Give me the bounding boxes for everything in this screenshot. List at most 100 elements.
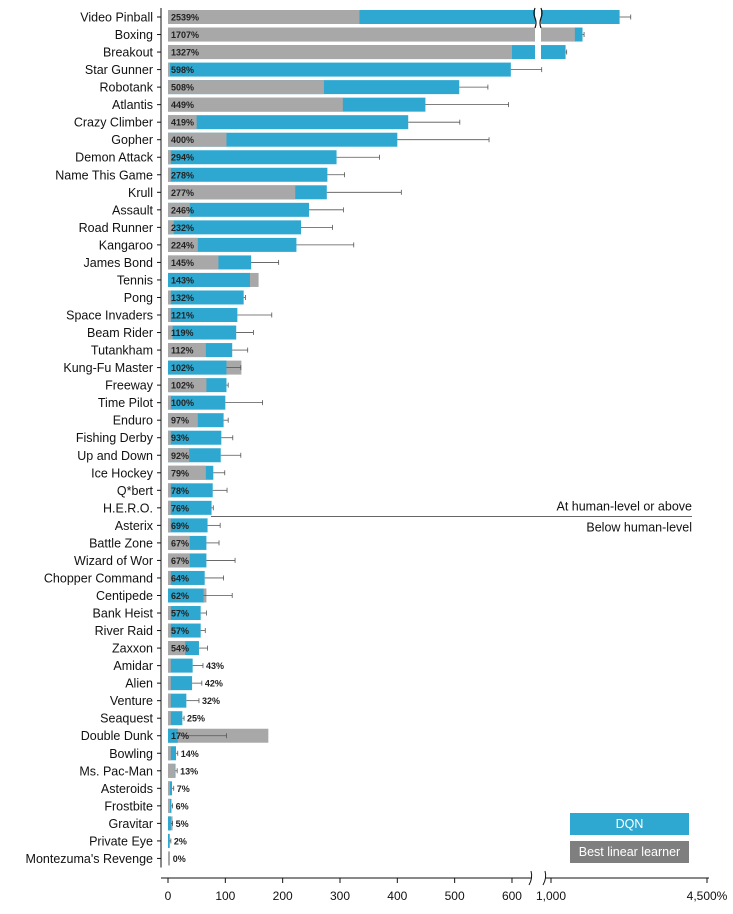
linear-bar bbox=[168, 658, 171, 673]
bar-break-gap bbox=[535, 44, 541, 61]
game-label: Tennis bbox=[117, 273, 153, 287]
linear-bar bbox=[168, 641, 186, 656]
game-label: Chopper Command bbox=[44, 571, 153, 585]
linear-bar bbox=[168, 798, 170, 813]
linear-bar bbox=[168, 535, 190, 550]
linear-bar bbox=[168, 395, 171, 410]
dqn-value-label: 400% bbox=[171, 135, 194, 145]
game-label: Alien bbox=[125, 677, 153, 691]
dqn-value-label: 14% bbox=[181, 749, 199, 759]
game-label: Star Gunner bbox=[85, 63, 153, 77]
dqn-value-label: 119% bbox=[171, 328, 194, 338]
dqn-value-label: 294% bbox=[171, 153, 194, 163]
dqn-bar bbox=[168, 220, 302, 235]
dqn-value-label: 67% bbox=[171, 538, 189, 548]
dqn-value-label: 132% bbox=[171, 293, 194, 303]
linear-bar bbox=[168, 676, 171, 691]
dqn-value-label: 419% bbox=[171, 118, 194, 128]
dqn-value-label: 6% bbox=[176, 801, 189, 811]
game-label: Asteroids bbox=[101, 782, 153, 796]
game-label: Kangaroo bbox=[99, 238, 153, 252]
game-label: Kung-Fu Master bbox=[63, 361, 153, 375]
linear-bar bbox=[168, 343, 206, 358]
dqn-bar bbox=[168, 62, 511, 77]
game-label: Name This Game bbox=[55, 168, 153, 182]
linear-bar bbox=[168, 220, 174, 235]
linear-bar bbox=[168, 115, 197, 130]
linear-bar bbox=[168, 553, 190, 568]
bar-break-gap bbox=[535, 26, 541, 43]
linear-bar bbox=[168, 465, 206, 480]
human-level-above-label: At human-level or above bbox=[557, 500, 693, 514]
bar-break-gap bbox=[535, 9, 541, 25]
dqn-bar bbox=[168, 325, 237, 340]
game-label: Venture bbox=[110, 694, 153, 708]
x-tick-label: 300 bbox=[330, 889, 350, 903]
dqn-value-label: 67% bbox=[171, 556, 189, 566]
dqn-value-label: 42% bbox=[205, 679, 223, 689]
linear-bar bbox=[168, 413, 198, 428]
x-tick-label: 600 bbox=[502, 889, 522, 903]
dqn-value-label: 143% bbox=[171, 275, 194, 285]
game-label: Robotank bbox=[99, 81, 153, 95]
dqn-bar bbox=[168, 711, 183, 726]
dqn-value-label: 76% bbox=[171, 503, 189, 513]
linear-bar bbox=[168, 623, 171, 638]
dqn-bar bbox=[168, 728, 178, 743]
x-axis-break-mark bbox=[542, 870, 547, 886]
dqn-bar bbox=[168, 308, 238, 323]
linear-bar bbox=[168, 10, 360, 24]
dqn-bar bbox=[168, 781, 173, 796]
dqn-bar bbox=[168, 746, 177, 761]
legend-linear-label: Best linear learner bbox=[579, 845, 680, 859]
legend-dqn-label: DQN bbox=[616, 817, 644, 831]
linear-bar bbox=[168, 430, 171, 445]
game-label: H.E.R.O. bbox=[103, 501, 153, 515]
linear-bar bbox=[168, 851, 170, 866]
dqn-value-label: 246% bbox=[171, 205, 194, 215]
dqn-value-label: 78% bbox=[171, 486, 189, 496]
game-label: Tutankham bbox=[91, 344, 153, 358]
dqn-bar bbox=[168, 272, 250, 287]
x-tick-label: 4,500% bbox=[687, 889, 728, 903]
dqn-value-label: 25% bbox=[187, 714, 205, 724]
game-label: Bank Heist bbox=[93, 607, 154, 621]
linear-bar bbox=[168, 237, 198, 252]
dqn-value-label: 145% bbox=[171, 258, 194, 268]
dqn-value-label: 69% bbox=[171, 521, 189, 531]
dqn-value-label: 1707% bbox=[171, 30, 199, 40]
linear-bar bbox=[168, 518, 171, 533]
dqn-bar bbox=[168, 518, 208, 533]
linear-bar bbox=[168, 483, 171, 498]
dqn-value-label: 57% bbox=[171, 609, 189, 619]
linear-bar bbox=[168, 693, 171, 708]
dqn-bar bbox=[168, 202, 310, 217]
x-tick-label: 0 bbox=[165, 889, 172, 903]
dqn-value-label: 1327% bbox=[171, 48, 199, 58]
game-label: Demon Attack bbox=[75, 151, 154, 165]
linear-bar bbox=[168, 308, 171, 323]
dqn-value-label: 17% bbox=[171, 731, 189, 741]
game-label: Ms. Pac-Man bbox=[79, 764, 153, 778]
dqn-bar bbox=[168, 483, 213, 498]
dqn-value-label: 32% bbox=[202, 696, 220, 706]
linear-bar bbox=[168, 500, 171, 515]
game-label: Fishing Derby bbox=[76, 431, 154, 445]
dqn-value-label: 278% bbox=[171, 170, 194, 180]
dqn-value-label: 43% bbox=[206, 661, 224, 671]
game-label: Krull bbox=[128, 186, 153, 200]
game-label: Gravitar bbox=[109, 817, 153, 831]
game-label: Crazy Climber bbox=[74, 116, 153, 130]
game-label: Road Runner bbox=[79, 221, 153, 235]
linear-bar bbox=[168, 378, 207, 393]
dqn-bar bbox=[168, 167, 328, 182]
game-label: Amidar bbox=[113, 659, 153, 673]
linear-bar bbox=[168, 62, 170, 77]
dqn-value-label: 112% bbox=[171, 346, 194, 356]
game-label: Montezuma's Revenge bbox=[26, 852, 154, 866]
game-label: Wizard of Wor bbox=[74, 554, 153, 568]
linear-bar bbox=[168, 570, 171, 585]
linear-bar bbox=[168, 255, 219, 270]
dqn-value-label: 232% bbox=[171, 223, 194, 233]
